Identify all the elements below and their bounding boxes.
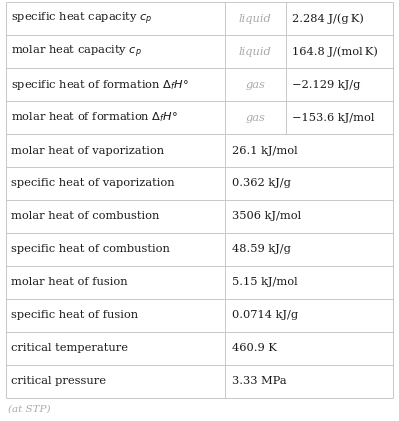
Text: specific heat of fusion: specific heat of fusion xyxy=(11,310,138,320)
Text: (at STP): (at STP) xyxy=(8,405,51,414)
Text: molar heat of formation $\Delta_f H°$: molar heat of formation $\Delta_f H°$ xyxy=(11,111,178,125)
Text: 3506 kJ/mol: 3506 kJ/mol xyxy=(232,211,301,221)
Text: molar heat of fusion: molar heat of fusion xyxy=(11,277,127,288)
Text: 3.33 MPa: 3.33 MPa xyxy=(232,376,286,386)
Text: molar heat capacity $c_p$: molar heat capacity $c_p$ xyxy=(11,43,142,60)
Text: 164.8 J/(mol K): 164.8 J/(mol K) xyxy=(292,46,378,57)
Text: gas: gas xyxy=(245,80,265,90)
Text: specific heat of vaporization: specific heat of vaporization xyxy=(11,179,174,189)
Text: 26.1 kJ/mol: 26.1 kJ/mol xyxy=(232,146,298,155)
Text: molar heat of vaporization: molar heat of vaporization xyxy=(11,146,164,155)
Text: 460.9 K: 460.9 K xyxy=(232,344,277,353)
Text: liquid: liquid xyxy=(239,13,272,24)
Text: 2.284 J/(g K): 2.284 J/(g K) xyxy=(292,13,363,24)
Text: molar heat of combustion: molar heat of combustion xyxy=(11,211,159,221)
Text: liquid: liquid xyxy=(239,47,272,56)
Text: 48.59 kJ/g: 48.59 kJ/g xyxy=(232,245,291,254)
Text: critical pressure: critical pressure xyxy=(11,376,106,386)
Text: gas: gas xyxy=(245,112,265,123)
Text: specific heat of formation $\Delta_f H°$: specific heat of formation $\Delta_f H°$ xyxy=(11,77,188,91)
Text: −2.129 kJ/g: −2.129 kJ/g xyxy=(292,80,360,90)
Text: 0.362 kJ/g: 0.362 kJ/g xyxy=(232,179,291,189)
Text: specific heat of combustion: specific heat of combustion xyxy=(11,245,170,254)
Text: −153.6 kJ/mol: −153.6 kJ/mol xyxy=(292,112,374,123)
Text: 0.0714 kJ/g: 0.0714 kJ/g xyxy=(232,310,298,320)
Text: 5.15 kJ/mol: 5.15 kJ/mol xyxy=(232,277,298,288)
Text: critical temperature: critical temperature xyxy=(11,344,128,353)
Text: specific heat capacity $c_p$: specific heat capacity $c_p$ xyxy=(11,11,152,27)
